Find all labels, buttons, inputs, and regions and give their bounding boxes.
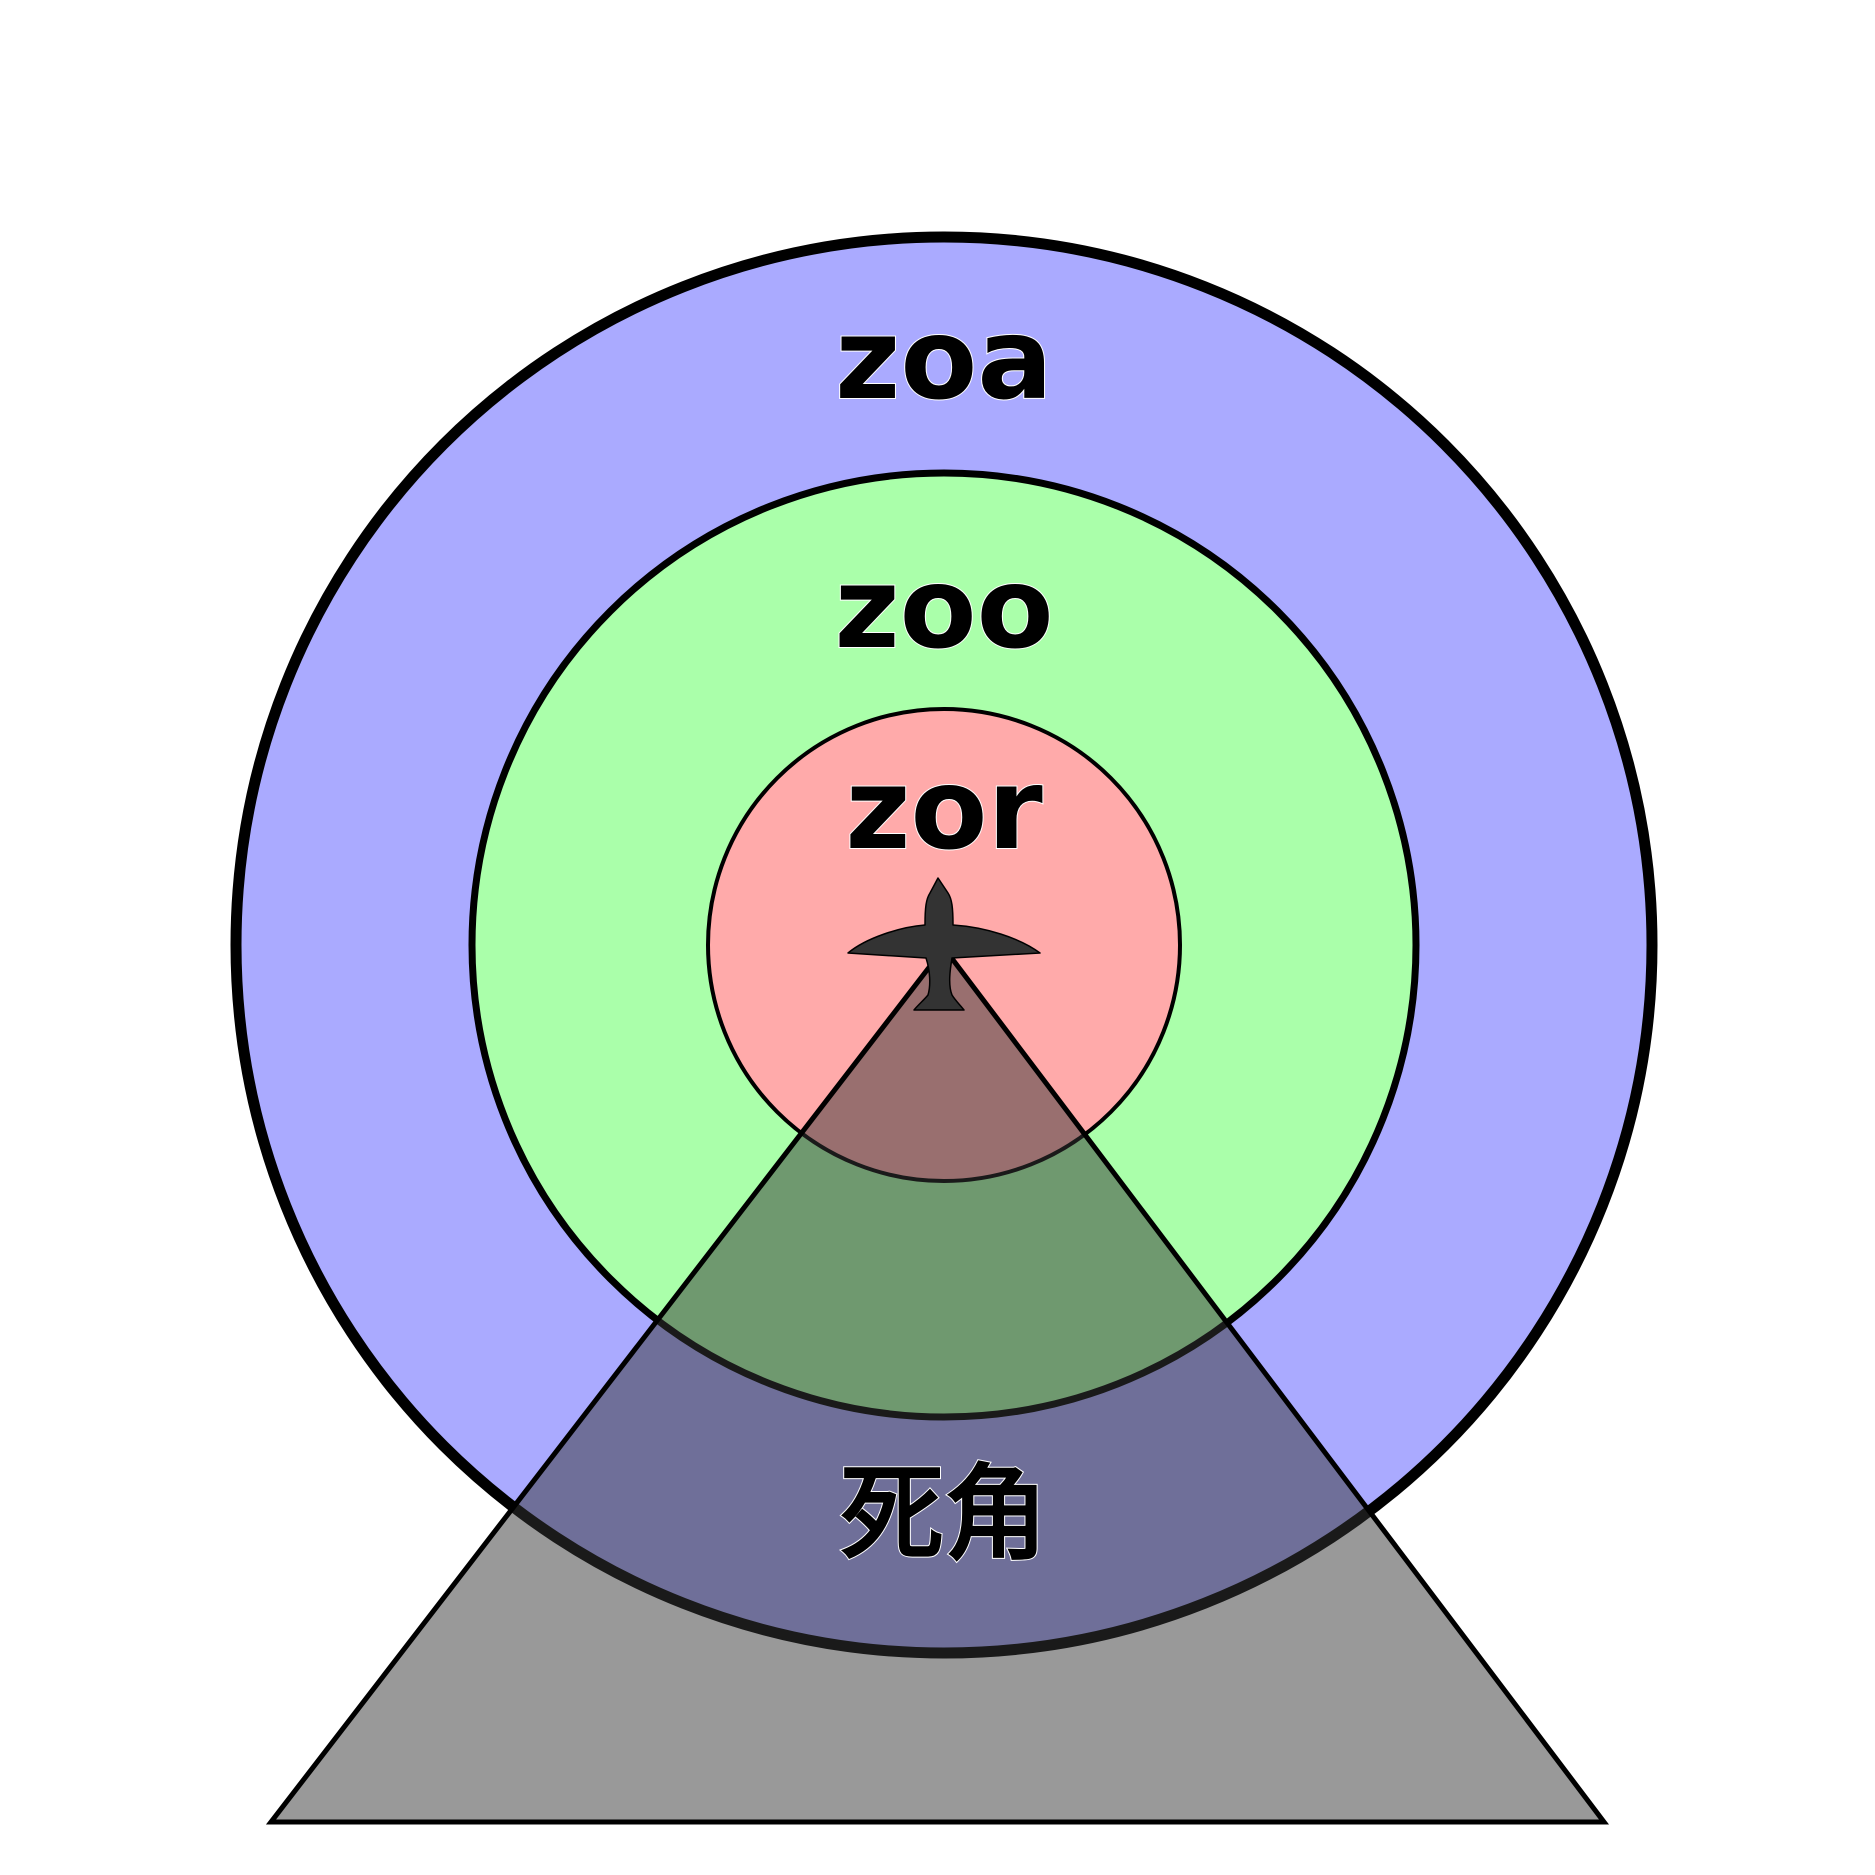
blind-spot-label: 死角 (840, 1453, 1048, 1575)
zor-label: zor (845, 745, 1042, 875)
airplane-icon (847, 877, 1041, 1011)
zoo-label: zoo (834, 544, 1053, 674)
zoa-label: zoa (835, 295, 1053, 425)
blind-spot-cone (265, 943, 1610, 1825)
